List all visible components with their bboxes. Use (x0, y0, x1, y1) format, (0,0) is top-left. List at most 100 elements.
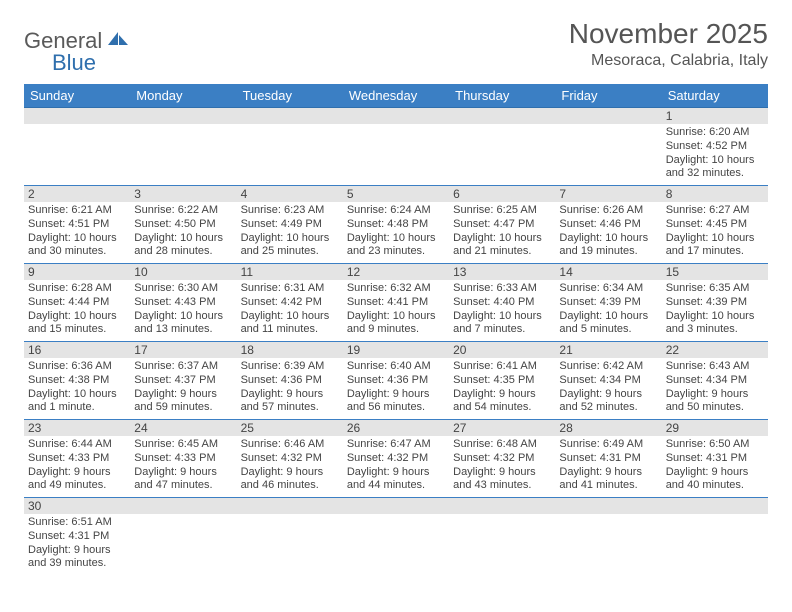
sunrise-text: Sunrise: 6:50 AM (666, 438, 764, 452)
calendar-cell: 2Sunrise: 6:21 AMSunset: 4:51 PMDaylight… (24, 186, 130, 264)
calendar-week-row: 23Sunrise: 6:44 AMSunset: 4:33 PMDayligh… (24, 420, 768, 498)
sunrise-text: Sunrise: 6:46 AM (241, 438, 339, 452)
sunrise-text: Sunrise: 6:36 AM (28, 360, 126, 374)
day-number: 24 (130, 420, 236, 436)
location: Mesoraca, Calabria, Italy (569, 52, 768, 70)
day-details: Sunrise: 6:27 AMSunset: 4:45 PMDaylight:… (662, 202, 768, 263)
calendar-cell: 7Sunrise: 6:26 AMSunset: 4:46 PMDaylight… (555, 186, 661, 264)
day-number: 16 (24, 342, 130, 358)
day-details: Sunrise: 6:45 AMSunset: 4:33 PMDaylight:… (130, 436, 236, 497)
sunrise-text: Sunrise: 6:35 AM (666, 282, 764, 296)
day-details: Sunrise: 6:51 AMSunset: 4:31 PMDaylight:… (24, 514, 130, 575)
calendar-week-row: 9Sunrise: 6:28 AMSunset: 4:44 PMDaylight… (24, 264, 768, 342)
day-details: Sunrise: 6:30 AMSunset: 4:43 PMDaylight:… (130, 280, 236, 341)
logo-text-blue: Blue (52, 50, 96, 76)
daylight-text: Daylight: 10 hours and 13 minutes. (134, 310, 232, 338)
weekday-header: Thursday (449, 84, 555, 108)
day-number: 18 (237, 342, 343, 358)
daylight-text: Daylight: 10 hours and 9 minutes. (347, 310, 445, 338)
sunrise-text: Sunrise: 6:22 AM (134, 204, 232, 218)
sunrise-text: Sunrise: 6:37 AM (134, 360, 232, 374)
daylight-text: Daylight: 9 hours and 40 minutes. (666, 466, 764, 494)
daylight-text: Daylight: 9 hours and 47 minutes. (134, 466, 232, 494)
day-details: Sunrise: 6:34 AMSunset: 4:39 PMDaylight:… (555, 280, 661, 341)
daylight-text: Daylight: 10 hours and 19 minutes. (559, 232, 657, 260)
calendar-cell (449, 498, 555, 576)
calendar-cell (662, 498, 768, 576)
day-details: Sunrise: 6:44 AMSunset: 4:33 PMDaylight:… (24, 436, 130, 497)
daylight-text: Daylight: 10 hours and 21 minutes. (453, 232, 551, 260)
daylight-text: Daylight: 9 hours and 59 minutes. (134, 388, 232, 416)
sunrise-text: Sunrise: 6:40 AM (347, 360, 445, 374)
day-number: 29 (662, 420, 768, 436)
sunset-text: Sunset: 4:41 PM (347, 296, 445, 310)
day-details: Sunrise: 6:24 AMSunset: 4:48 PMDaylight:… (343, 202, 449, 263)
day-number: 11 (237, 264, 343, 280)
calendar-cell: 21Sunrise: 6:42 AMSunset: 4:34 PMDayligh… (555, 342, 661, 420)
calendar-cell: 12Sunrise: 6:32 AMSunset: 4:41 PMDayligh… (343, 264, 449, 342)
calendar-cell: 18Sunrise: 6:39 AMSunset: 4:36 PMDayligh… (237, 342, 343, 420)
calendar-cell (555, 498, 661, 576)
day-details: Sunrise: 6:20 AMSunset: 4:52 PMDaylight:… (662, 124, 768, 185)
day-details: Sunrise: 6:42 AMSunset: 4:34 PMDaylight:… (555, 358, 661, 419)
day-number: 5 (343, 186, 449, 202)
sunset-text: Sunset: 4:32 PM (453, 452, 551, 466)
daylight-text: Daylight: 9 hours and 57 minutes. (241, 388, 339, 416)
calendar-week-row: 1Sunrise: 6:20 AMSunset: 4:52 PMDaylight… (24, 108, 768, 186)
calendar-cell: 15Sunrise: 6:35 AMSunset: 4:39 PMDayligh… (662, 264, 768, 342)
empty-day (555, 108, 661, 124)
day-number: 2 (24, 186, 130, 202)
calendar-week-row: 30Sunrise: 6:51 AMSunset: 4:31 PMDayligh… (24, 498, 768, 576)
sunrise-text: Sunrise: 6:33 AM (453, 282, 551, 296)
sunset-text: Sunset: 4:31 PM (28, 530, 126, 544)
sunset-text: Sunset: 4:37 PM (134, 374, 232, 388)
day-number: 21 (555, 342, 661, 358)
sunset-text: Sunset: 4:39 PM (666, 296, 764, 310)
empty-day (130, 498, 236, 514)
calendar-cell: 1Sunrise: 6:20 AMSunset: 4:52 PMDaylight… (662, 108, 768, 186)
calendar-cell (343, 108, 449, 186)
header: General November 2025 Mesoraca, Calabria… (24, 18, 768, 70)
month-title: November 2025 (569, 18, 768, 50)
calendar-cell: 14Sunrise: 6:34 AMSunset: 4:39 PMDayligh… (555, 264, 661, 342)
sunset-text: Sunset: 4:31 PM (666, 452, 764, 466)
day-details: Sunrise: 6:23 AMSunset: 4:49 PMDaylight:… (237, 202, 343, 263)
calendar-cell: 25Sunrise: 6:46 AMSunset: 4:32 PMDayligh… (237, 420, 343, 498)
empty-day (24, 108, 130, 124)
daylight-text: Daylight: 9 hours and 39 minutes. (28, 544, 126, 572)
sunset-text: Sunset: 4:38 PM (28, 374, 126, 388)
empty-day (237, 498, 343, 514)
calendar-cell (555, 108, 661, 186)
sunrise-text: Sunrise: 6:24 AM (347, 204, 445, 218)
daylight-text: Daylight: 9 hours and 49 minutes. (28, 466, 126, 494)
sunset-text: Sunset: 4:46 PM (559, 218, 657, 232)
day-details: Sunrise: 6:36 AMSunset: 4:38 PMDaylight:… (24, 358, 130, 419)
empty-day (555, 498, 661, 514)
sunrise-text: Sunrise: 6:48 AM (453, 438, 551, 452)
sunset-text: Sunset: 4:51 PM (28, 218, 126, 232)
daylight-text: Daylight: 10 hours and 11 minutes. (241, 310, 339, 338)
day-details: Sunrise: 6:32 AMSunset: 4:41 PMDaylight:… (343, 280, 449, 341)
daylight-text: Daylight: 9 hours and 46 minutes. (241, 466, 339, 494)
day-details: Sunrise: 6:37 AMSunset: 4:37 PMDaylight:… (130, 358, 236, 419)
weekday-header: Sunday (24, 84, 130, 108)
calendar-cell: 23Sunrise: 6:44 AMSunset: 4:33 PMDayligh… (24, 420, 130, 498)
day-number: 17 (130, 342, 236, 358)
calendar-cell: 4Sunrise: 6:23 AMSunset: 4:49 PMDaylight… (237, 186, 343, 264)
sunset-text: Sunset: 4:42 PM (241, 296, 339, 310)
sunset-text: Sunset: 4:36 PM (241, 374, 339, 388)
daylight-text: Daylight: 9 hours and 43 minutes. (453, 466, 551, 494)
calendar-cell: 28Sunrise: 6:49 AMSunset: 4:31 PMDayligh… (555, 420, 661, 498)
sunrise-text: Sunrise: 6:30 AM (134, 282, 232, 296)
day-number: 6 (449, 186, 555, 202)
calendar-cell (24, 108, 130, 186)
empty-day (237, 108, 343, 124)
daylight-text: Daylight: 9 hours and 50 minutes. (666, 388, 764, 416)
day-number: 7 (555, 186, 661, 202)
daylight-text: Daylight: 9 hours and 41 minutes. (559, 466, 657, 494)
calendar-cell: 24Sunrise: 6:45 AMSunset: 4:33 PMDayligh… (130, 420, 236, 498)
day-number: 26 (343, 420, 449, 436)
day-number: 3 (130, 186, 236, 202)
day-number: 9 (24, 264, 130, 280)
day-number: 28 (555, 420, 661, 436)
